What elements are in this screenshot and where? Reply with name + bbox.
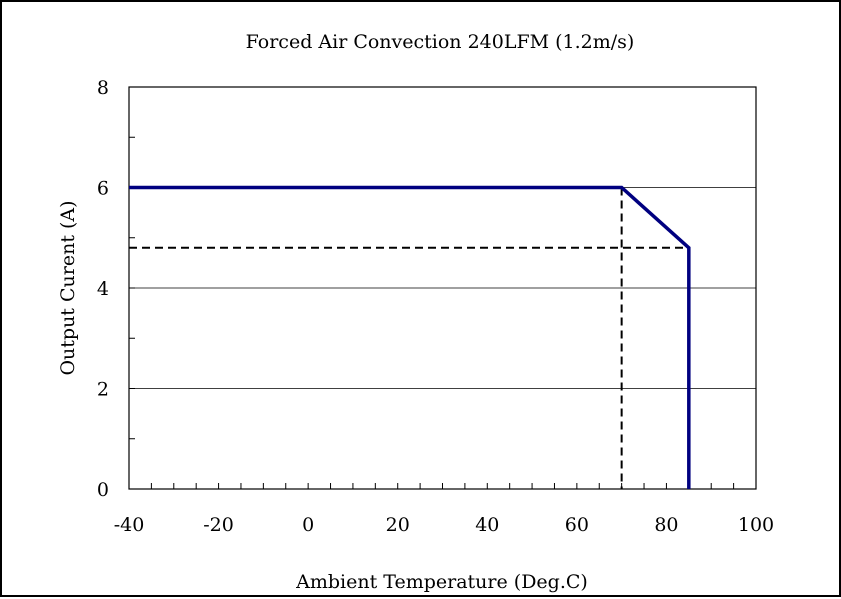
x-axis-label: Ambient Temperature (Deg.C) — [295, 571, 588, 593]
x-tick-label: -40 — [114, 514, 145, 536]
y-tick-label: 6 — [97, 178, 109, 200]
x-tick-label: 80 — [654, 514, 678, 536]
reference-lines-layer — [129, 187, 689, 489]
y-tick-label: 4 — [97, 278, 109, 300]
y-tick-label: 2 — [97, 379, 109, 401]
tick-labels-layer: -40 -20 0 20 40 60 80 100 0 2 4 6 8 — [97, 77, 774, 536]
y-axis-label: Output Curent (A) — [57, 200, 79, 375]
x-tick-label: 100 — [738, 514, 774, 536]
series-layer — [129, 185, 691, 489]
chart-title: Forced Air Convection 240LFM (1.2m/s) — [246, 31, 635, 53]
x-tick-label: 0 — [302, 514, 314, 536]
x-tick-label: 60 — [565, 514, 589, 536]
tick-layer — [129, 136, 735, 489]
grid-layer — [129, 187, 756, 389]
x-tick-label: 20 — [386, 514, 410, 536]
x-tick-label: 40 — [475, 514, 499, 536]
y-tick-label: 0 — [97, 479, 109, 501]
derating-curve-line — [129, 185, 691, 489]
x-tick-label: -20 — [203, 514, 234, 536]
y-tick-label: 8 — [97, 77, 109, 99]
